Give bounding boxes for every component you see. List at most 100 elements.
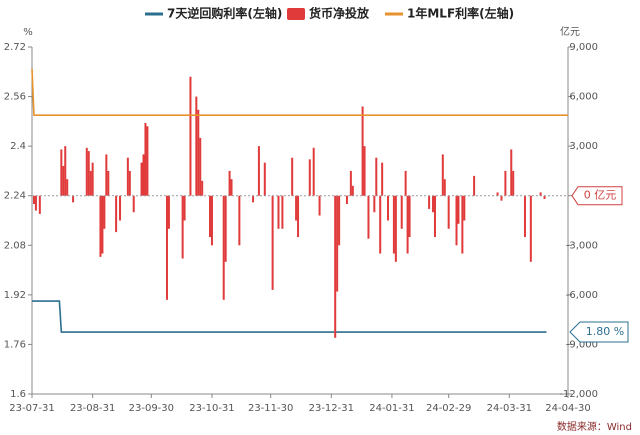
bar xyxy=(132,195,135,213)
bar xyxy=(373,195,376,213)
bar xyxy=(381,162,384,196)
bar xyxy=(32,195,35,204)
bar xyxy=(263,162,266,196)
bar xyxy=(400,195,403,229)
y2-tick-label: 9,000 xyxy=(569,42,598,53)
bar xyxy=(461,195,464,254)
bar xyxy=(432,195,435,213)
y-tick-label: 1.6 xyxy=(10,389,26,400)
bar xyxy=(379,195,382,254)
bar xyxy=(443,179,446,196)
bar xyxy=(441,154,444,196)
bar xyxy=(345,195,348,204)
legend: 7天逆回购利率(左轴) 货币净投放 1年MLF利率(左轴) xyxy=(145,6,514,21)
y2-tick-label: -3,000 xyxy=(566,240,598,251)
bar xyxy=(91,162,94,196)
x-tick-label: 23-10-31 xyxy=(189,403,234,414)
y-axis-unit: % xyxy=(23,27,33,38)
bar xyxy=(336,195,339,292)
bar xyxy=(87,151,90,196)
annotation: 0 亿元 xyxy=(584,189,617,202)
bar xyxy=(512,170,515,196)
y-tick-label: 1.92 xyxy=(4,290,26,301)
bar xyxy=(392,195,395,254)
bar xyxy=(387,195,390,221)
bar xyxy=(428,195,431,209)
bar xyxy=(60,149,63,196)
bar xyxy=(66,179,69,196)
bar xyxy=(504,170,507,196)
bar xyxy=(433,195,436,238)
bar xyxy=(195,96,198,196)
bar xyxy=(119,195,122,221)
bar xyxy=(101,195,104,254)
bar xyxy=(455,195,458,246)
bar xyxy=(271,195,274,290)
bar xyxy=(34,195,37,211)
bar xyxy=(338,195,341,246)
bar xyxy=(89,170,92,196)
bar xyxy=(167,195,170,229)
source: 数据来源：Wind xyxy=(557,420,632,433)
bar xyxy=(224,195,227,262)
bar xyxy=(375,157,378,196)
bar xyxy=(394,195,397,262)
y2-tick-label: 6,000 xyxy=(569,92,598,103)
x-tick-label: 24-02-29 xyxy=(426,403,471,414)
bar xyxy=(318,195,321,216)
legend-label: 7天逆回购利率(左轴) xyxy=(167,6,282,21)
bar xyxy=(144,123,147,196)
bar xyxy=(349,170,352,196)
bar xyxy=(99,195,102,257)
bar xyxy=(107,170,110,196)
y-tick-label: 2.72 xyxy=(4,42,26,53)
annotation-box xyxy=(569,321,629,343)
bar xyxy=(183,195,186,221)
y2-tick-label: -9,000 xyxy=(566,339,598,350)
bar xyxy=(72,195,75,203)
bar xyxy=(238,195,241,246)
bar xyxy=(363,146,366,196)
y-tick-label: 1.76 xyxy=(4,339,26,350)
bar xyxy=(142,154,145,196)
x-tick-label: 23-09-30 xyxy=(129,403,174,414)
x-tick-label: 23-08-31 xyxy=(70,403,115,414)
bar xyxy=(222,195,225,300)
bar xyxy=(500,195,503,201)
bar xyxy=(473,175,476,196)
bar xyxy=(201,180,204,196)
bar xyxy=(404,170,407,196)
bar xyxy=(543,195,546,200)
bar xyxy=(308,159,311,196)
bar xyxy=(165,195,168,300)
bar xyxy=(361,106,364,196)
bar xyxy=(457,195,460,224)
annotation-box xyxy=(571,186,623,206)
y2-tick-label: 3,000 xyxy=(569,141,598,152)
legend-label: 货币净投放 xyxy=(309,6,370,21)
y-tick-label: 2.24 xyxy=(4,191,26,202)
line xyxy=(31,68,568,116)
y-tick-label: 2.4 xyxy=(10,141,26,152)
bar xyxy=(128,170,131,196)
x-tick-label: 24-01-31 xyxy=(369,403,414,414)
bar xyxy=(406,195,409,254)
bar xyxy=(277,195,280,229)
bar xyxy=(539,192,542,196)
x-tick-label: 23-07-31 xyxy=(9,403,54,414)
bar xyxy=(463,195,466,221)
y2-tick-label: -6,000 xyxy=(566,290,598,301)
bar xyxy=(115,195,118,233)
bar xyxy=(408,195,411,238)
bar xyxy=(281,195,284,229)
bar xyxy=(252,195,255,203)
bar xyxy=(199,137,202,196)
x-tick-label: 24-03-31 xyxy=(487,403,532,414)
bar xyxy=(62,165,65,196)
y2-tick-label: -12,000 xyxy=(559,389,598,400)
annotation: 1.80 % xyxy=(586,325,624,338)
legend-label: 1年MLF利率(左轴) xyxy=(407,6,514,21)
bar xyxy=(510,149,513,196)
bar xyxy=(140,162,143,196)
